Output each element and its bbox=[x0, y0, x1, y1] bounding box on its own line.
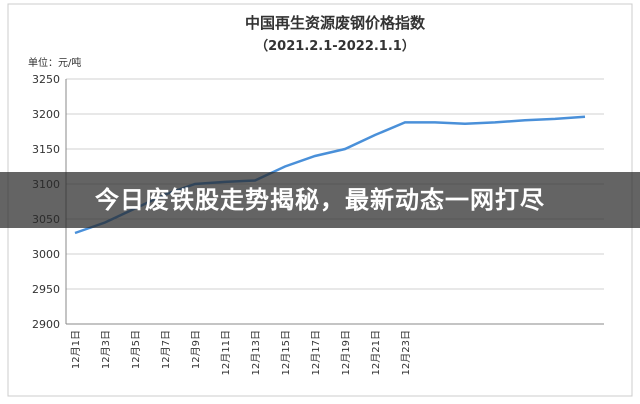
y-tick-label: 3250 bbox=[32, 73, 60, 86]
y-tick-label: 3150 bbox=[32, 143, 60, 156]
banner: 今日废铁股走势揭秘，最新动态一网打尽 bbox=[0, 172, 640, 228]
x-tick-label: 12月11日 bbox=[220, 330, 232, 375]
y-tick-label: 3200 bbox=[32, 108, 60, 121]
y-tick-label: 2900 bbox=[32, 318, 60, 331]
x-tick-label: 12月7日 bbox=[160, 330, 172, 369]
y-axis-label: 单位：元/吨 bbox=[28, 56, 81, 69]
y-tick-label: 3000 bbox=[32, 248, 60, 261]
chart-subtitle: （2021.2.1-2022.1.1） bbox=[255, 38, 415, 54]
x-tick-label: 12月21日 bbox=[370, 330, 382, 375]
x-tick-label: 12月1日 bbox=[70, 330, 82, 369]
x-tick-label: 12月13日 bbox=[250, 330, 262, 375]
x-tick-label: 12月19日 bbox=[340, 330, 352, 375]
chart-title: 中国再生资源废钢价格指数 bbox=[245, 14, 426, 32]
x-tick-label: 12月5日 bbox=[130, 330, 142, 369]
x-tick-label: 12月23日 bbox=[400, 330, 412, 375]
y-tick-label: 2950 bbox=[32, 283, 60, 296]
x-tick-label: 12月9日 bbox=[190, 330, 202, 369]
x-tick-label: 12月15日 bbox=[280, 330, 292, 375]
x-tick-label: 12月3日 bbox=[100, 330, 112, 369]
x-tick-label: 12月17日 bbox=[310, 330, 322, 375]
